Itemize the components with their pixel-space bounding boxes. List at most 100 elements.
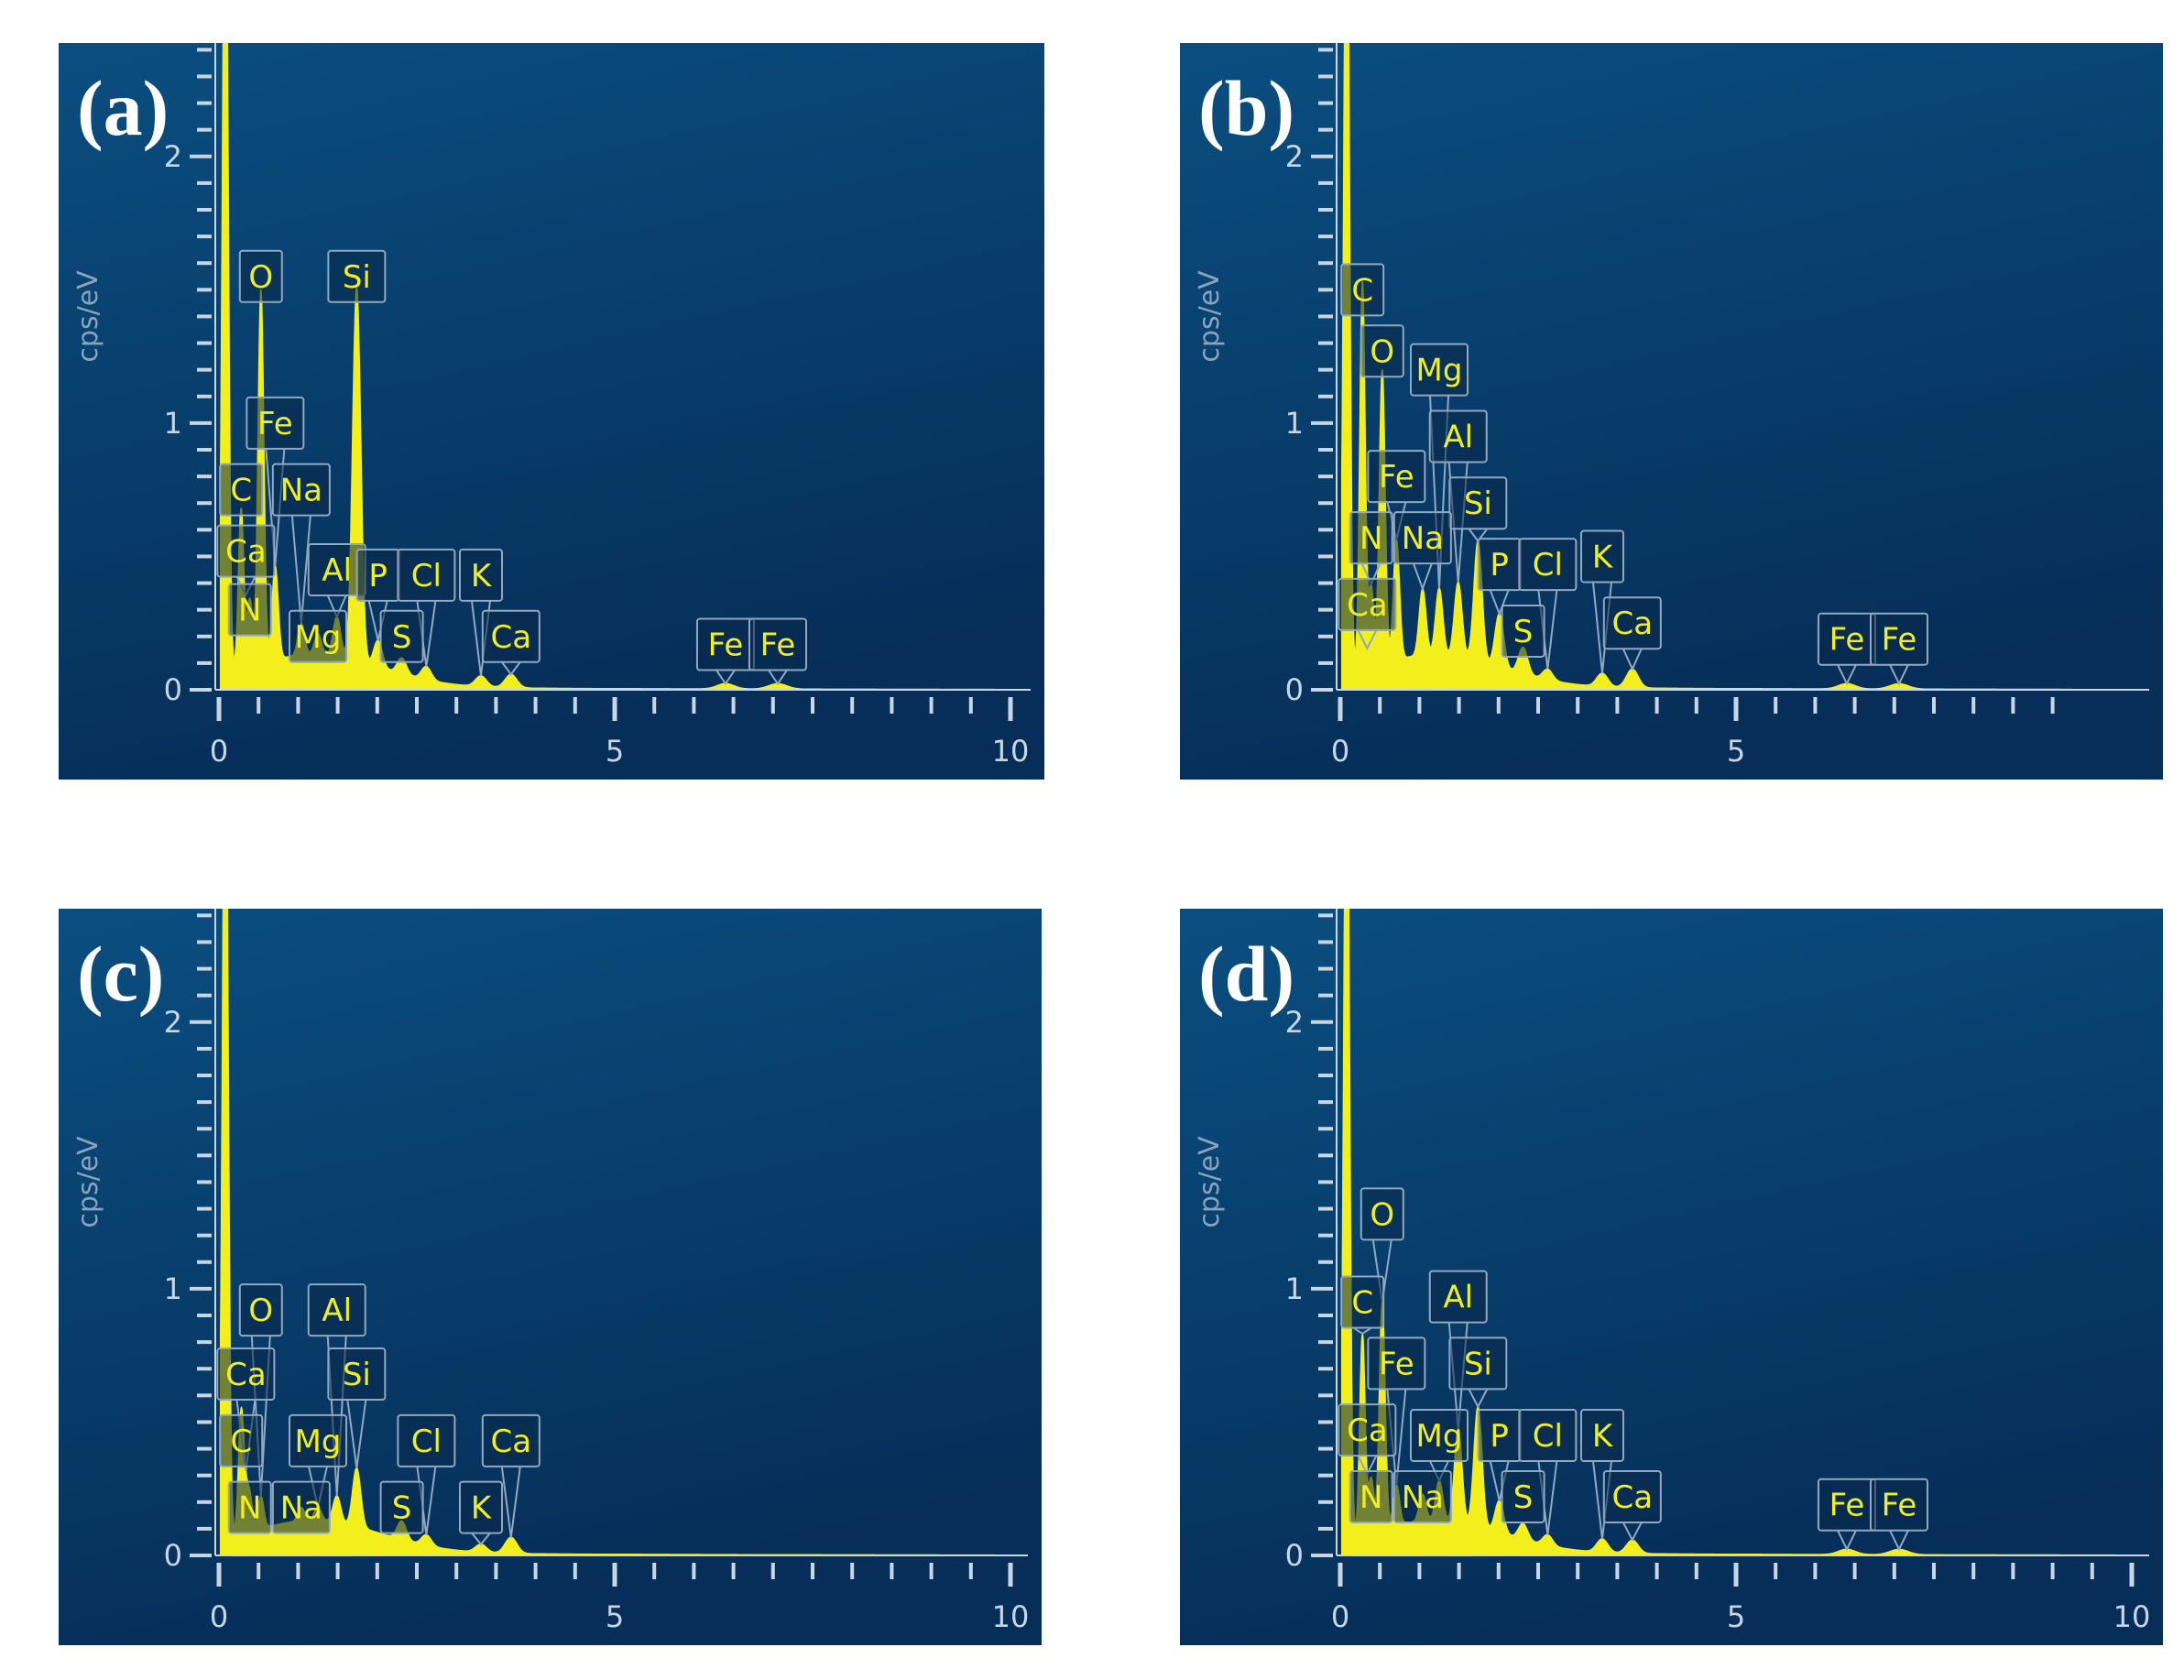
element-label-pointer xyxy=(471,1532,491,1546)
element-label-box xyxy=(458,1480,503,1534)
element-label-Fe: Fe xyxy=(1817,612,1876,686)
element-label-pointer xyxy=(1352,1326,1372,1335)
y-tick-label: 2 xyxy=(164,1005,182,1040)
element-label-box xyxy=(1340,1275,1385,1329)
y-tick-label: 1 xyxy=(1285,1271,1304,1306)
element-label-text: Si xyxy=(343,259,371,296)
element-label-box xyxy=(1367,1336,1426,1391)
element-label-box xyxy=(1392,1469,1452,1523)
element-label-text: Mg xyxy=(1416,1418,1463,1455)
element-label-Mg: Mg xyxy=(289,609,347,663)
edx-panel-c: O Al Ca Si C Mg Cl Ca N Na S K 0 5 10 0 1 2 cps/eV (c) xyxy=(59,909,1042,1645)
element-label-text: O xyxy=(248,259,273,296)
element-label-Si: Si xyxy=(1448,1336,1508,1409)
element-label-text: O xyxy=(1370,333,1394,370)
element-label-Mg: Mg xyxy=(1410,343,1469,589)
element-label-text: Si xyxy=(343,1357,371,1393)
element-label-pointer xyxy=(1489,589,1510,616)
element-label-K: K xyxy=(458,548,503,676)
element-label-box xyxy=(1410,1409,1469,1462)
element-label-C: C xyxy=(219,463,264,517)
element-label-Cl: Cl xyxy=(1518,1409,1578,1535)
element-label-Al: Al xyxy=(307,1283,366,1496)
element-label-box xyxy=(246,396,305,450)
x-tick-label: 10 xyxy=(992,1599,1030,1634)
element-label-Si: Si xyxy=(327,1347,387,1468)
element-label-Ca: Ca xyxy=(1602,596,1662,671)
element-label-text: Cl xyxy=(1533,547,1563,584)
element-label-text: C xyxy=(1351,1284,1373,1321)
element-label-box xyxy=(1501,1469,1545,1523)
element-label-Cl: Cl xyxy=(1518,538,1578,670)
element-label-S: S xyxy=(1501,604,1545,658)
element-label-text: Mg xyxy=(295,619,342,656)
element-label-Ca: Ca xyxy=(481,1413,541,1538)
element-label-pointer xyxy=(346,1399,367,1468)
element-label-pointer xyxy=(768,669,788,686)
element-label-text: Ca xyxy=(225,1357,267,1393)
x-tick-label: 5 xyxy=(606,1599,624,1634)
element-label-text: P xyxy=(1490,1418,1509,1455)
element-label-text: K xyxy=(471,558,493,595)
element-label-text: Al xyxy=(1443,419,1473,455)
element-label-Mg: Mg xyxy=(1410,1409,1469,1483)
element-label-box xyxy=(238,249,283,303)
element-label-text: K xyxy=(471,1490,493,1527)
element-label-Ca: Ca xyxy=(1338,577,1397,651)
element-label-O: O xyxy=(238,249,283,303)
element-label-Fe: Fe xyxy=(1869,612,1928,686)
y-tick-label: 0 xyxy=(164,1538,182,1573)
y-tick-label: 1 xyxy=(164,1271,182,1306)
element-label-box xyxy=(458,548,503,602)
element-label-box xyxy=(1518,1409,1578,1462)
panel-label-a: (a) xyxy=(77,64,169,152)
element-label-N: N xyxy=(227,583,272,637)
x-tick-label: 0 xyxy=(1331,734,1349,769)
element-label-text: P xyxy=(368,558,388,595)
element-label-box xyxy=(748,617,807,671)
element-label-box xyxy=(227,1480,272,1534)
element-label-text: Ca xyxy=(491,619,532,656)
y-axis-label: cps/eV xyxy=(72,1136,104,1228)
element-label-text: K xyxy=(1592,1418,1614,1455)
element-label-Na: Na xyxy=(271,1480,331,1534)
element-label-pointer xyxy=(1468,1388,1489,1409)
element-label-Ca: Ca xyxy=(1338,1403,1397,1477)
element-label-box xyxy=(1392,511,1452,565)
element-label-box xyxy=(219,1413,264,1467)
element-label-O: O xyxy=(1360,324,1404,378)
element-label-text: Na xyxy=(280,473,322,509)
element-label-box xyxy=(1602,1469,1662,1523)
element-label-N: N xyxy=(227,1480,272,1534)
element-label-Na: Na xyxy=(1392,511,1452,592)
element-label-text: Ca xyxy=(1347,1413,1388,1449)
element-label-box xyxy=(1367,450,1426,504)
element-label-Ca: Ca xyxy=(216,1347,276,1471)
element-label-box xyxy=(1869,1478,1928,1532)
y-tick-label: 1 xyxy=(1285,406,1304,441)
edx-panel-d: O C Al Fe Si Ca Mg P Cl K N Na S Ca Fe Fe 0 5 10 0 1 2 cps/eV (… xyxy=(1180,909,2163,1645)
element-label-box xyxy=(1338,577,1397,631)
element-label-box xyxy=(289,1413,347,1467)
x-tick-label: 5 xyxy=(1727,1599,1745,1634)
element-label-box xyxy=(219,463,264,517)
element-label-box xyxy=(397,548,456,602)
edx-panel-a: O Si Fe C Na Ca Al P Cl K N Mg S Ca Fe Fe 0 5 10 0 1 2 cps/eV(… xyxy=(59,43,1044,780)
element-label-text: Fe xyxy=(760,627,796,664)
element-label-text: Na xyxy=(1402,520,1444,557)
element-label-text: Na xyxy=(1402,1479,1444,1516)
element-label-text: S xyxy=(392,619,412,656)
element-label-text: Mg xyxy=(1416,353,1463,389)
y-tick-label: 2 xyxy=(1285,139,1304,174)
element-label-text: S xyxy=(392,1490,412,1527)
element-label-text: Fe xyxy=(1829,622,1865,659)
element-label-text: Ca xyxy=(225,534,267,571)
plot-background xyxy=(59,909,1042,1645)
element-label-Si: Si xyxy=(1448,476,1508,543)
element-label-text: S xyxy=(1513,614,1534,650)
element-label-text: N xyxy=(1360,520,1382,557)
element-label-pointer xyxy=(715,669,736,686)
element-label-C: C xyxy=(1340,263,1385,317)
plot-background xyxy=(1180,43,2163,780)
element-label-text: Ca xyxy=(491,1424,532,1460)
